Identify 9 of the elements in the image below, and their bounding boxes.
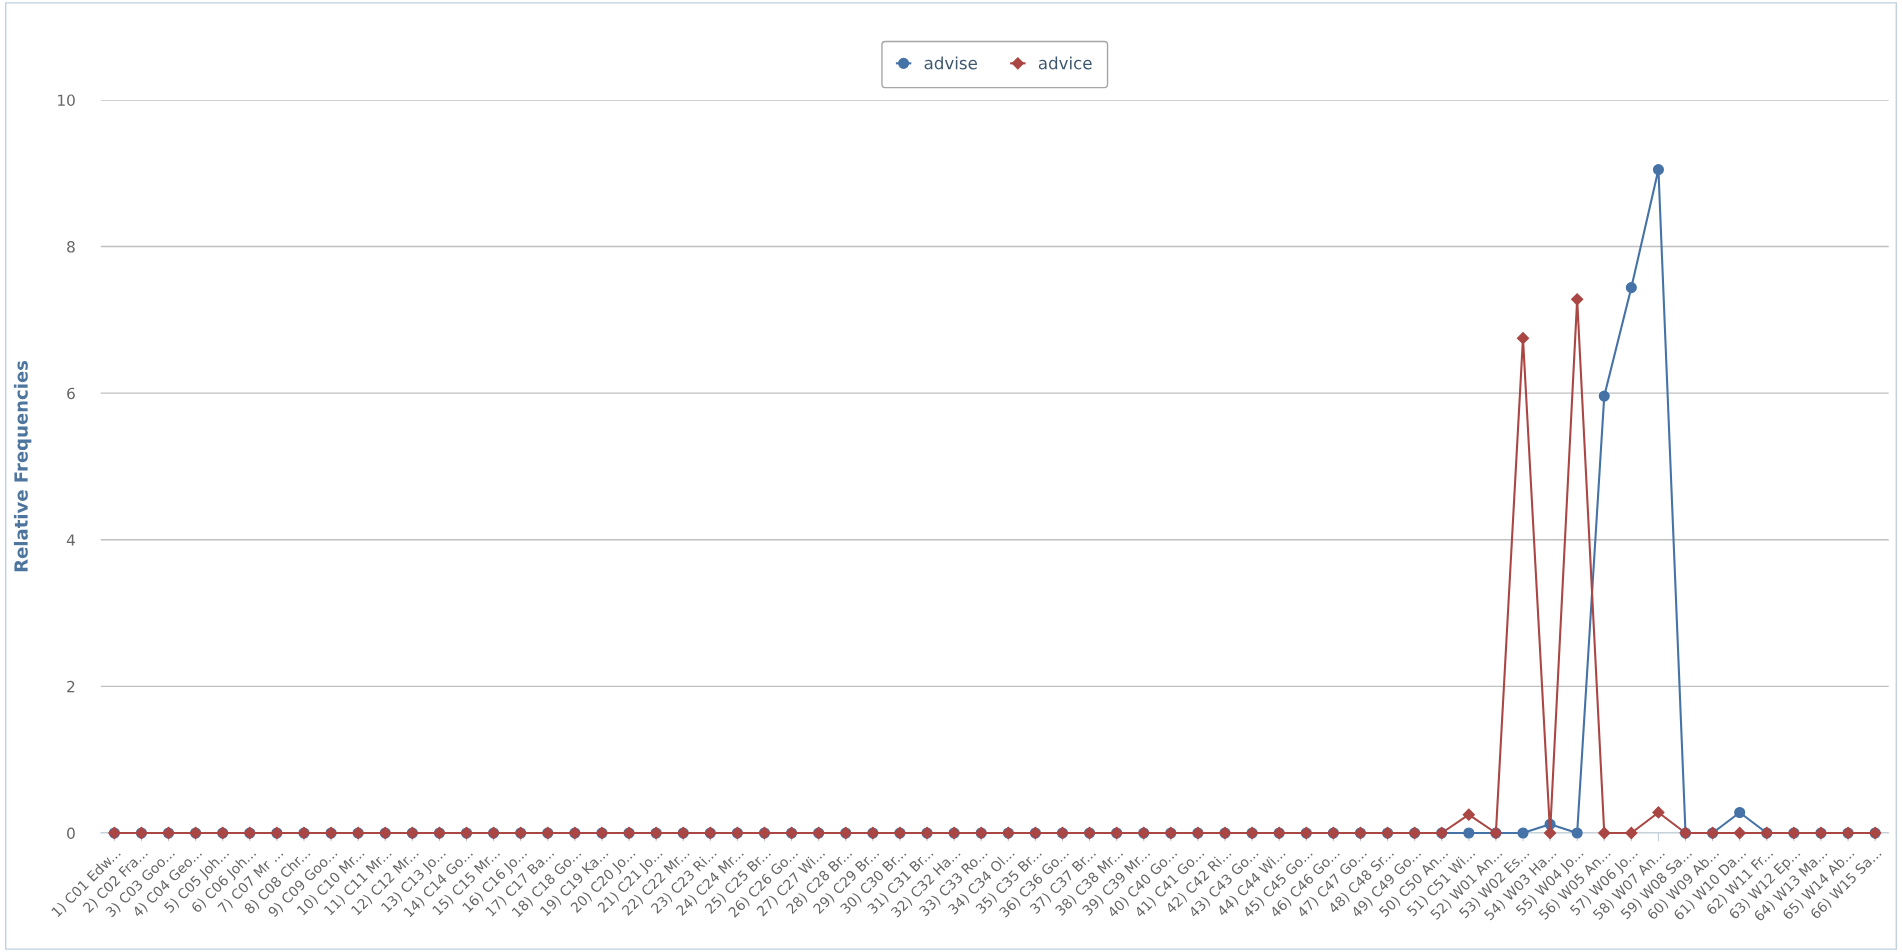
y-tick-label: 4: [66, 534, 75, 546]
y-tick-label: 8: [67, 241, 75, 253]
y-tick-label: 10: [58, 94, 75, 106]
legend-label: advise: [924, 56, 977, 70]
y-tick-label: 2: [67, 680, 75, 693]
y-tick-label: 6: [67, 387, 75, 400]
y-axis-title: Relative Frequencies: [13, 360, 32, 572]
y-tick-label: 0: [67, 827, 75, 840]
legend-label: advice: [1038, 56, 1092, 70]
